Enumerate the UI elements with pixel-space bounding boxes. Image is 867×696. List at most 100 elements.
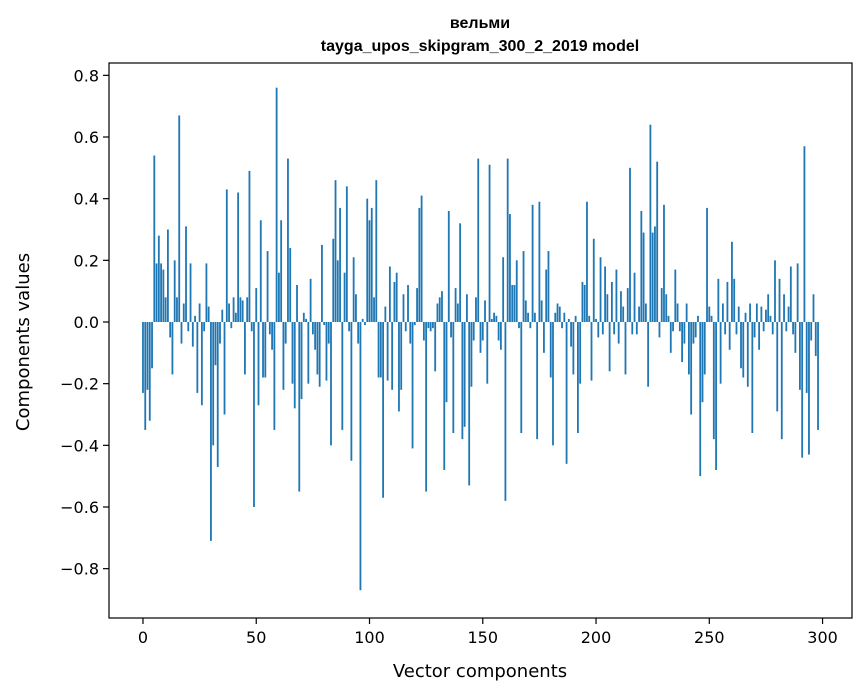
bar-180 bbox=[549, 322, 552, 378]
bar-0 bbox=[142, 322, 144, 393]
bar-11 bbox=[166, 229, 169, 322]
y-tick-label: 0.6 bbox=[74, 128, 99, 147]
bar-142 bbox=[463, 322, 466, 427]
bars-group bbox=[142, 87, 822, 591]
bar-59 bbox=[275, 87, 278, 322]
bar-298 bbox=[817, 322, 819, 430]
bar-3 bbox=[148, 322, 151, 421]
bar-288 bbox=[794, 322, 797, 353]
bar-120 bbox=[413, 322, 416, 326]
bar-186 bbox=[563, 312, 566, 322]
bar-286 bbox=[789, 266, 792, 322]
bar-167 bbox=[520, 322, 523, 433]
bar-237 bbox=[678, 322, 681, 332]
bar-184 bbox=[558, 306, 561, 322]
bar-196 bbox=[586, 201, 588, 322]
bar-58 bbox=[273, 322, 276, 430]
bar-264 bbox=[740, 322, 742, 369]
bar-111 bbox=[393, 281, 396, 322]
y-tick-label: 0.4 bbox=[74, 190, 99, 209]
bar-84 bbox=[332, 238, 335, 322]
bar-26 bbox=[200, 322, 203, 406]
bar-290 bbox=[798, 322, 801, 390]
bar-62 bbox=[282, 322, 285, 390]
bar-118 bbox=[409, 322, 412, 344]
y-tick-label: −0.8 bbox=[60, 560, 99, 579]
bar-33 bbox=[216, 322, 219, 467]
bar-232 bbox=[667, 315, 670, 322]
bar-52 bbox=[259, 220, 262, 322]
bar-236 bbox=[676, 303, 679, 322]
bar-45 bbox=[244, 322, 246, 375]
bar-183 bbox=[556, 303, 559, 322]
bar-130 bbox=[436, 303, 439, 322]
bar-8 bbox=[160, 263, 162, 322]
bar-170 bbox=[527, 312, 529, 322]
bar-175 bbox=[538, 201, 541, 322]
bar-285 bbox=[787, 306, 790, 322]
plot-frame bbox=[108, 62, 853, 619]
bar-174 bbox=[536, 322, 539, 440]
bar-238 bbox=[681, 322, 684, 363]
bar-49 bbox=[253, 322, 255, 507]
bar-131 bbox=[438, 297, 441, 322]
x-axis-ticks: 0 50 100 150 200 250 300 bbox=[138, 618, 838, 647]
bar-262 bbox=[735, 322, 738, 335]
bar-66 bbox=[291, 322, 294, 384]
bar-239 bbox=[683, 322, 686, 344]
bar-78 bbox=[318, 322, 321, 387]
bar-101 bbox=[370, 207, 373, 322]
bar-141 bbox=[461, 322, 464, 440]
bar-98 bbox=[364, 322, 366, 326]
bar-233 bbox=[669, 322, 672, 353]
bar-105 bbox=[379, 322, 382, 378]
bar-91 bbox=[348, 322, 351, 332]
bar-218 bbox=[635, 322, 638, 335]
bar-169 bbox=[524, 300, 527, 322]
bar-249 bbox=[706, 207, 708, 322]
bar-10 bbox=[164, 297, 167, 322]
bar-197 bbox=[588, 315, 591, 322]
bar-15 bbox=[176, 297, 178, 322]
bar-132 bbox=[441, 291, 443, 322]
bar-219 bbox=[638, 306, 640, 322]
bar-122 bbox=[418, 207, 421, 322]
bar-39 bbox=[230, 322, 233, 329]
bar-252 bbox=[712, 322, 715, 440]
bar-248 bbox=[703, 322, 706, 375]
bar-228 bbox=[658, 322, 661, 338]
bar-69 bbox=[298, 322, 301, 492]
bar-12 bbox=[169, 322, 172, 338]
bar-18 bbox=[182, 303, 185, 322]
bar-109 bbox=[388, 266, 391, 322]
bar-126 bbox=[427, 322, 430, 329]
bar-100 bbox=[368, 220, 371, 322]
bar-205 bbox=[606, 294, 609, 322]
bar-136 bbox=[450, 322, 452, 338]
bar-154 bbox=[490, 318, 493, 322]
bar-7 bbox=[157, 235, 160, 322]
bar-278 bbox=[771, 322, 774, 335]
bar-222 bbox=[644, 303, 647, 322]
bar-23 bbox=[194, 315, 196, 322]
bar-75 bbox=[311, 322, 314, 335]
chart-subtitle: tayga_upos_skipgram_300_2_2019 model bbox=[321, 38, 639, 55]
bar-96 bbox=[359, 322, 362, 591]
x-tick-label: 150 bbox=[467, 628, 498, 647]
bar-94 bbox=[355, 294, 357, 322]
bar-108 bbox=[386, 322, 389, 381]
bar-201 bbox=[597, 322, 600, 338]
y-axis-ticks: 0.8 0.6 0.4 0.2 0.0 −0.2 −0.4 −0.6 −0.8 bbox=[60, 66, 109, 579]
chart-title: вельми bbox=[450, 15, 510, 32]
bar-190 bbox=[572, 322, 575, 375]
bar-80 bbox=[323, 322, 326, 326]
bar-279 bbox=[774, 260, 776, 322]
bar-115 bbox=[402, 294, 405, 322]
bar-157 bbox=[497, 322, 500, 341]
bar-163 bbox=[511, 285, 514, 322]
bar-297 bbox=[814, 322, 817, 356]
bar-50 bbox=[255, 288, 258, 322]
bar-291 bbox=[801, 322, 804, 458]
bar-204 bbox=[604, 266, 606, 322]
bar-202 bbox=[599, 257, 602, 322]
